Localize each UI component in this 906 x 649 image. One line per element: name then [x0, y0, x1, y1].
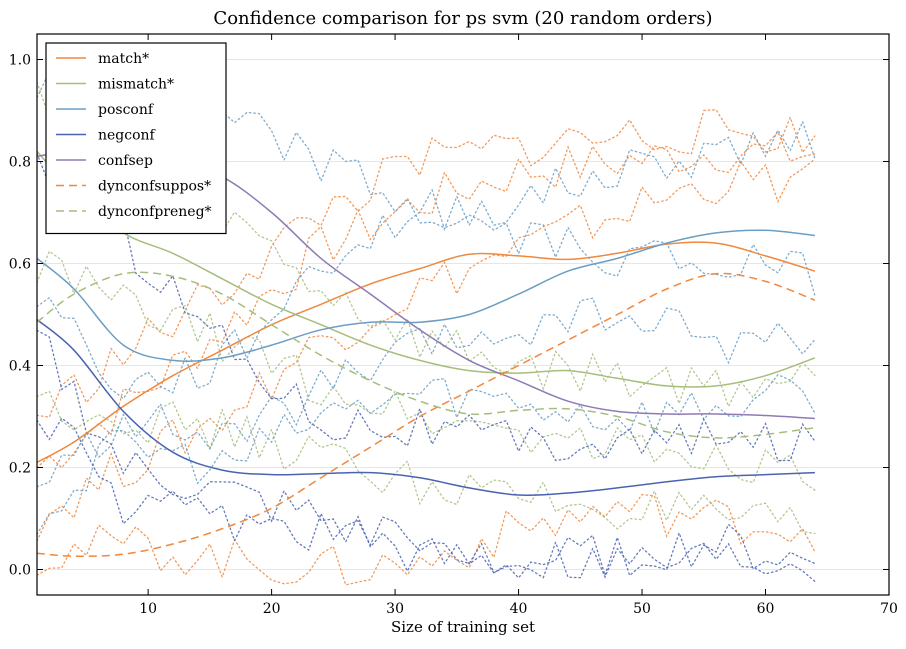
y-tick-label: 0.0: [9, 563, 31, 579]
series-line-posconf: [37, 229, 815, 362]
background-trace: [37, 152, 816, 462]
background-trace: [37, 390, 816, 535]
y-tick-label: 0.2: [9, 461, 31, 477]
chart-title: Confidence comparison for ps svm (20 ran…: [213, 8, 712, 29]
background-trace: [37, 329, 816, 579]
legend-label: dynconfpreneg*: [98, 204, 212, 220]
y-tick-label: 0.6: [9, 257, 31, 273]
legend: match* mismatch* posconf negconf confsep dync…: [45, 42, 227, 235]
legend-box: [45, 42, 227, 235]
x-tick-label: 20: [263, 601, 281, 617]
y-tick-label: 1.0: [9, 53, 31, 69]
legend-label: confsep: [98, 153, 153, 169]
x-tick-label: 70: [880, 601, 898, 617]
legend-label: dynconfsuppos*: [98, 179, 211, 195]
x-tick-label: 60: [757, 601, 775, 617]
x-tick-label: 50: [633, 601, 651, 617]
legend-label: mismatch*: [98, 77, 174, 93]
y-tick-label: 0.4: [9, 359, 31, 375]
background-trace: [37, 250, 816, 491]
series-line-dynconfsuppos: [37, 272, 816, 558]
series-line-negconf: [37, 319, 815, 496]
plot-frame: [36, 33, 890, 596]
x-axis-label: Size of training set: [391, 618, 535, 636]
x-tick-label: 40: [510, 601, 528, 617]
series-line-dynconfpreneg: [37, 271, 815, 439]
series-line-mismatch: [37, 150, 816, 388]
background-trace: [37, 373, 816, 535]
background-trace: [37, 297, 816, 488]
series-line-match: [37, 241, 816, 464]
legend-label: negconf: [98, 128, 157, 144]
background-trace: [37, 158, 816, 542]
background-trace: [37, 119, 816, 400]
background-trace: [37, 493, 816, 586]
background-trace: [37, 109, 816, 418]
x-tick-label: 30: [386, 601, 404, 617]
background-trace: [37, 81, 816, 409]
legend-label: posconf: [98, 102, 155, 118]
x-tick-label: 10: [139, 601, 157, 617]
background-trace: [37, 417, 816, 583]
legend-label: match*: [98, 51, 149, 67]
y-tick-label: 0.8: [9, 155, 31, 171]
